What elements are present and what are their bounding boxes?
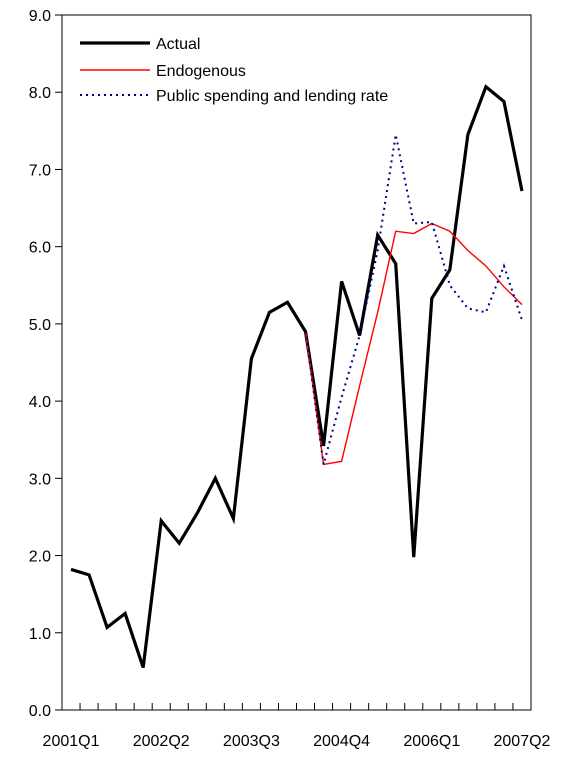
x-tick-label: 2004Q4 <box>313 733 370 750</box>
x-tick-label: 2002Q2 <box>133 733 190 750</box>
y-tick-label: 4.0 <box>29 394 51 411</box>
series-line-endogenous <box>304 222 523 466</box>
legend-label: Public spending and lending rate <box>156 88 388 105</box>
y-tick-label: 1.0 <box>29 626 51 643</box>
legend-label: Actual <box>156 36 200 53</box>
y-tick-label: 6.0 <box>29 240 51 257</box>
x-tick-label: 2006Q1 <box>403 733 460 750</box>
y-tick-label: 0.0 <box>29 703 51 720</box>
series-line-public-spending-and-lending-rate <box>304 134 523 465</box>
plot-frame <box>61 14 532 711</box>
y-tick-label: 5.0 <box>29 317 51 334</box>
y-tick-label: 3.0 <box>29 471 51 488</box>
y-tick-label: 2.0 <box>29 549 51 566</box>
x-tick-label: 2001Q1 <box>43 733 100 750</box>
y-axis: 0.0 1.0 2.0 3.0 4.0 5.0 6.0 7.0 8.0 9.0 <box>29 8 62 720</box>
y-tick-label: 8.0 <box>29 85 51 102</box>
x-tick-label: 2003Q3 <box>223 733 280 750</box>
y-tick-label: 7.0 <box>29 162 51 179</box>
series-line-actual <box>70 84 524 669</box>
x-tick-label: 2007Q2 <box>494 733 551 750</box>
legend: Actual Endogenous Public spending and lend… <box>80 36 388 105</box>
legend-label: Endogenous <box>156 63 246 80</box>
plot-area-border <box>61 14 532 711</box>
series-layer <box>70 84 524 669</box>
y-tick-label: 9.0 <box>29 8 51 25</box>
x-axis: 2001Q1 2002Q2 2003Q3 2004Q4 2006Q1 2007Q2 <box>43 703 551 750</box>
